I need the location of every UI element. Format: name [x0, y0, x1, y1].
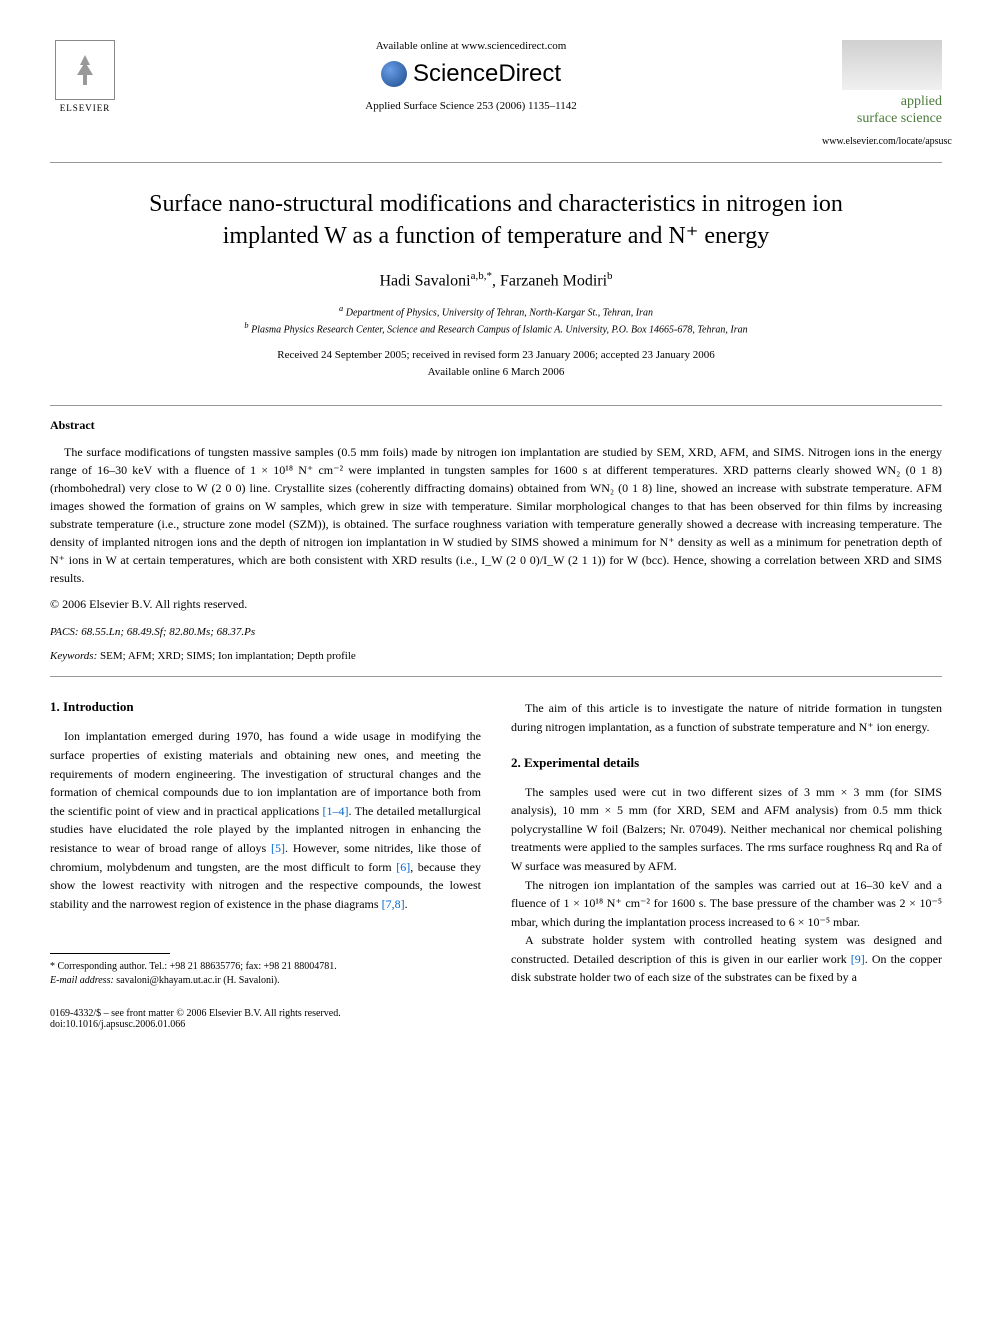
dates-block: Received 24 September 2005; received in … — [50, 347, 942, 380]
journal-logo-block: applied surface science www.elsevier.com… — [822, 40, 942, 147]
elsevier-label: ELSEVIER — [60, 103, 111, 113]
footer-matter: 0169-4332/$ – see front matter © 2006 El… — [50, 1008, 341, 1030]
email-label: E-mail address: — [50, 975, 114, 986]
footnote-divider — [50, 953, 170, 954]
footer-doi[interactable]: doi:10.1016/j.apsusc.2006.01.066 — [50, 1019, 185, 1030]
journal-name-line2: surface science — [857, 111, 942, 126]
affiliation-a: Department of Physics, University of Teh… — [346, 307, 653, 318]
author-2-name: Farzaneh Modiri — [500, 273, 607, 290]
exp-para-2: The nitrogen ion implantation of the sam… — [511, 876, 942, 932]
author-1-name: Hadi Savaloni — [379, 273, 470, 290]
pacs-label: PACS: — [50, 626, 79, 638]
authors-block: Hadi Savalonia,b,*, Farzaneh Modirib — [50, 270, 942, 290]
ref-link-1-4[interactable]: [1–4] — [323, 804, 349, 818]
copyright-text: © 2006 Elsevier B.V. All rights reserved… — [50, 597, 942, 612]
sciencedirect-label: ScienceDirect — [413, 60, 561, 88]
keywords-text: SEM; AFM; XRD; SIMS; Ion implantation; D… — [100, 650, 356, 662]
author-2-aff: b — [607, 270, 613, 282]
pacs-line: PACS: 68.55.Ln; 68.49.Sf; 82.80.Ms; 68.3… — [50, 626, 942, 638]
center-header: Available online at www.sciencedirect.co… — [120, 40, 822, 112]
abstract-heading: Abstract — [50, 418, 942, 433]
footer-copyright: 0169-4332/$ – see front matter © 2006 El… — [50, 1008, 341, 1019]
journal-name: applied surface science — [822, 94, 942, 128]
title-line2: implanted W as a function of temperature… — [223, 223, 770, 249]
header-row: ELSEVIER Available online at www.science… — [50, 40, 942, 147]
ref-link-7-8[interactable]: [7,8] — [382, 897, 405, 911]
title-line1: Surface nano-structural modifications an… — [149, 191, 843, 217]
abstract-bottom-divider — [50, 676, 942, 677]
sciencedirect-icon — [381, 61, 407, 87]
sciencedirect-logo: ScienceDirect — [120, 60, 822, 88]
body-two-column: 1. Introduction Ion implantation emerged… — [50, 699, 942, 988]
experimental-heading: 2. Experimental details — [511, 755, 942, 771]
exp-para-1: The samples used were cut in two differe… — [511, 783, 942, 876]
abstract-text: The surface modifications of tungsten ma… — [50, 443, 942, 587]
footer-row: 0169-4332/$ – see front matter © 2006 El… — [50, 1008, 942, 1030]
keywords-line: Keywords: SEM; AFM; XRD; SIMS; Ion impla… — [50, 650, 942, 662]
available-online-text: Available online at www.sciencedirect.co… — [120, 40, 822, 52]
abstract-top-divider — [50, 405, 942, 406]
corresponding-author-footnote: * Corresponding author. Tel.: +98 21 886… — [50, 960, 481, 974]
header-divider — [50, 162, 942, 163]
author-1-corr: * — [486, 270, 492, 282]
journal-url[interactable]: www.elsevier.com/locate/apsusc — [822, 136, 942, 147]
intro-text-5: . — [405, 897, 408, 911]
pacs-codes: 68.55.Ln; 68.49.Sf; 82.80.Ms; 68.37.Ps — [81, 626, 255, 638]
right-column: The aim of this article is to investigat… — [511, 699, 942, 988]
author-1-aff: a,b, — [471, 270, 487, 282]
article-title: Surface nano-structural modifications an… — [50, 188, 942, 253]
ref-link-9[interactable]: [9] — [851, 952, 865, 966]
ref-link-6[interactable]: [6] — [396, 860, 410, 874]
aim-para: The aim of this article is to investigat… — [511, 699, 942, 736]
journal-cover-image — [842, 40, 942, 90]
affiliation-b: Plasma Physics Research Center, Science … — [251, 324, 748, 335]
left-column: 1. Introduction Ion implantation emerged… — [50, 699, 481, 988]
received-date: Received 24 September 2005; received in … — [277, 349, 714, 361]
email-address[interactable]: savaloni@khayam.ut.ac.ir (H. Savaloni). — [116, 975, 279, 986]
ref-link-5[interactable]: [5] — [271, 841, 285, 855]
exp-para-3: A substrate holder system with controlle… — [511, 931, 942, 987]
online-date: Available online 6 March 2006 — [428, 366, 565, 378]
elsevier-tree-icon — [55, 40, 115, 100]
keywords-label: Keywords: — [50, 650, 97, 662]
email-footnote: E-mail address: savaloni@khayam.ut.ac.ir… — [50, 974, 481, 988]
elsevier-logo: ELSEVIER — [50, 40, 120, 120]
intro-para-1: Ion implantation emerged during 1970, ha… — [50, 727, 481, 913]
journal-reference: Applied Surface Science 253 (2006) 1135–… — [120, 100, 822, 112]
journal-name-line1: applied — [901, 94, 942, 109]
affiliations-block: a Department of Physics, University of T… — [50, 303, 942, 338]
intro-heading: 1. Introduction — [50, 699, 481, 715]
